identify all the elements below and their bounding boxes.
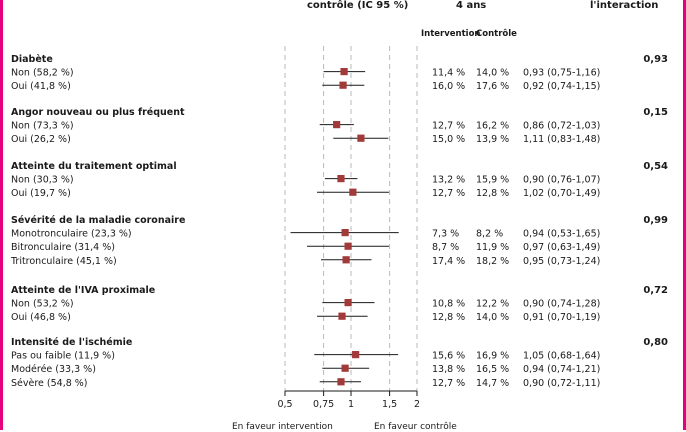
intervention-rate: 13,2 % xyxy=(432,175,465,186)
subgroup-title: Atteinte du traitement optimal xyxy=(11,161,177,172)
point-estimate-marker xyxy=(333,121,341,129)
subgroup-title: Sévérité de la maladie coronaire xyxy=(11,215,185,226)
interaction-column-title: l'interaction xyxy=(590,0,659,11)
row-label: Sévère (54,8 %) xyxy=(11,378,88,389)
point-estimate-marker xyxy=(338,312,346,320)
intervention-rate: 13,8 % xyxy=(432,364,465,375)
subgroup-title: Angor nouveau ou plus fréquent xyxy=(11,107,185,118)
intervention-rate: 11,4 % xyxy=(432,68,465,79)
intervention-rate: 12,8 % xyxy=(432,312,465,323)
control-rate: 11,9 % xyxy=(476,242,509,253)
control-column-header: Contrôle xyxy=(476,29,517,39)
effect-estimate: 0,90 (0,76-1,07) xyxy=(523,175,600,186)
x-axis-tick-label: 2 xyxy=(414,399,420,410)
effect-estimate: 1,02 (0,70-1,49) xyxy=(523,188,600,199)
effect-estimate: 0,94 (0,53-1,65) xyxy=(523,229,600,240)
interaction-p-value: 0,80 xyxy=(643,337,668,348)
interaction-p-value: 0,99 xyxy=(643,215,668,226)
point-estimate-marker xyxy=(344,242,352,250)
effect-estimate: 0,95 (0,73-1,24) xyxy=(523,256,600,267)
left-frame-bar xyxy=(0,0,3,430)
control-rate: 16,5 % xyxy=(476,364,509,375)
x-axis-tick-label: 0,75 xyxy=(313,399,334,410)
effect-estimate: 0,97 (0,63-1,49) xyxy=(523,242,600,253)
effect-estimate: 0,90 (0,72-1,11) xyxy=(523,378,600,389)
row-label: Oui (19,7 %) xyxy=(11,188,71,199)
right-frame-bar xyxy=(683,0,686,430)
intervention-rate: 8,7 % xyxy=(432,242,459,253)
control-rate: 12,2 % xyxy=(476,299,509,310)
point-estimate-marker xyxy=(341,229,349,237)
subgroup-title: Intensité de l'ischémie xyxy=(11,337,132,348)
row-label: Non (30,3 %) xyxy=(11,175,74,186)
row-label: Modérée (33,3 %) xyxy=(11,364,96,375)
row-label: Non (53,2 %) xyxy=(11,299,74,310)
row-label: Bitronculaire (31,4 %) xyxy=(11,242,115,253)
row-label: Non (73,3 %) xyxy=(11,121,74,132)
favours-control-label: En faveur contrôle xyxy=(374,422,457,432)
control-rate: 18,2 % xyxy=(476,256,509,267)
x-axis-tick-label: 0,5 xyxy=(277,399,292,410)
intervention-rate: 12,7 % xyxy=(432,121,465,132)
x-axis-tick-label: 1,5 xyxy=(382,399,397,410)
intervention-rate: 15,0 % xyxy=(432,134,465,145)
x-axis-tick-label: 1 xyxy=(348,399,354,410)
effect-estimate: 0,91 (0,70-1,19) xyxy=(523,312,600,323)
interaction-p-value: 0,54 xyxy=(643,161,668,172)
point-estimate-marker xyxy=(352,351,360,359)
row-label: Pas ou faible (11,9 %) xyxy=(11,351,115,362)
point-estimate-marker xyxy=(344,299,352,307)
point-estimate-marker xyxy=(357,134,365,142)
interaction-p-value: 0,93 xyxy=(643,54,668,65)
control-rate: 14,7 % xyxy=(476,378,509,389)
point-estimate-marker xyxy=(349,188,357,196)
followup-column-title: 4 ans xyxy=(456,0,487,11)
control-rate: 17,6 % xyxy=(476,81,509,92)
intervention-rate: 12,7 % xyxy=(432,188,465,199)
point-estimate-marker xyxy=(342,256,350,264)
row-label: Non (58,2 %) xyxy=(11,68,74,79)
favours-intervention-label: En faveur intervention xyxy=(232,422,333,432)
interaction-p-value: 0,72 xyxy=(643,285,668,296)
subgroup-title: Diabète xyxy=(11,54,53,65)
control-rate: 13,9 % xyxy=(476,134,509,145)
control-rate: 8,2 % xyxy=(476,229,503,240)
point-estimate-marker xyxy=(340,68,348,76)
subgroup-title: Atteinte de l'IVA proximale xyxy=(11,285,155,296)
effect-column-title: contrôle (IC 95 %) xyxy=(307,0,409,11)
point-estimate-marker xyxy=(337,175,345,183)
row-label: Monotronculaire (23,3 %) xyxy=(11,229,132,240)
effect-estimate: 0,94 (0,74-1,21) xyxy=(523,364,600,375)
intervention-column-header: Intervention xyxy=(421,29,481,39)
row-label: Oui (41,8 %) xyxy=(11,81,71,92)
control-rate: 16,2 % xyxy=(476,121,509,132)
row-label: Oui (46,8 %) xyxy=(11,312,71,323)
control-rate: 15,9 % xyxy=(476,175,509,186)
point-estimate-marker xyxy=(341,364,349,372)
control-rate: 12,8 % xyxy=(476,188,509,199)
intervention-rate: 10,8 % xyxy=(432,299,465,310)
control-rate: 14,0 % xyxy=(476,312,509,323)
effect-estimate: 0,86 (0,72-1,03) xyxy=(523,121,600,132)
intervention-rate: 17,4 % xyxy=(432,256,465,267)
effect-estimate: 0,90 (0,74-1,28) xyxy=(523,299,600,310)
interaction-p-value: 0,15 xyxy=(643,107,668,118)
control-rate: 14,0 % xyxy=(476,68,509,79)
effect-estimate: 1,11 (0,83-1,48) xyxy=(523,134,600,145)
intervention-rate: 12,7 % xyxy=(432,378,465,389)
row-label: Tritronculaire (45,1 %) xyxy=(10,256,117,267)
control-rate: 16,9 % xyxy=(476,351,509,362)
effect-estimate: 1,05 (0,68-1,64) xyxy=(523,351,600,362)
intervention-rate: 16,0 % xyxy=(432,81,465,92)
effect-estimate: 0,92 (0,74-1,15) xyxy=(523,81,600,92)
point-estimate-marker xyxy=(339,81,347,89)
row-label: Oui (26,2 %) xyxy=(11,134,71,145)
point-estimate-marker xyxy=(337,378,345,386)
effect-estimate: 0,93 (0,75-1,16) xyxy=(523,68,600,79)
intervention-rate: 7,3 % xyxy=(432,229,459,240)
intervention-rate: 15,6 % xyxy=(432,351,465,362)
